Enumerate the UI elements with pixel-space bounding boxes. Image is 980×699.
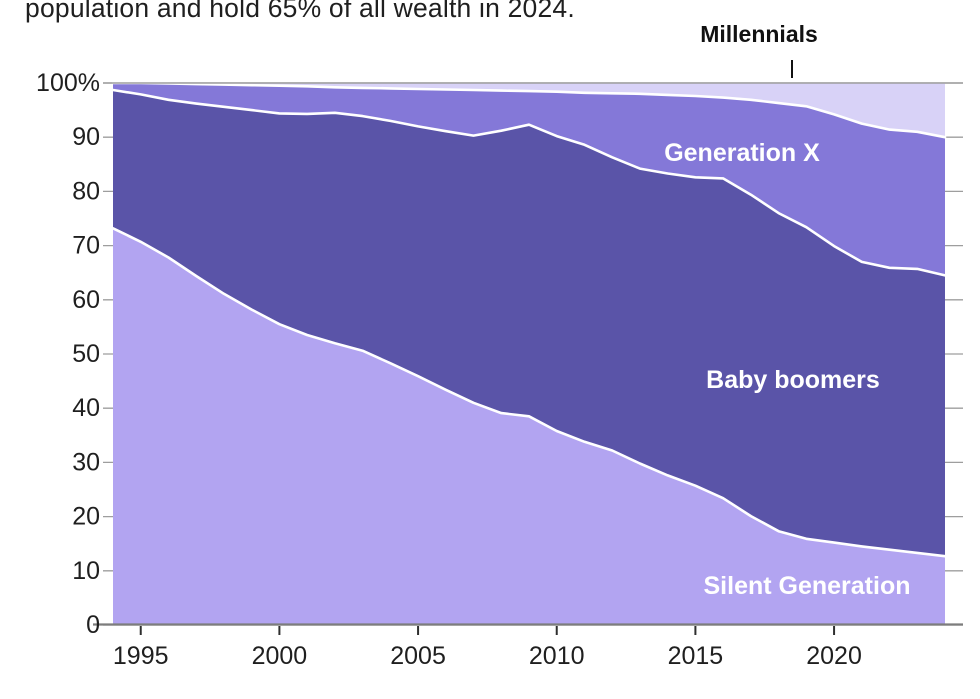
y-axis-label: 60 xyxy=(72,286,100,314)
area-millennials xyxy=(113,83,945,138)
area-label-baby-boomers: Baby boomers xyxy=(706,366,880,394)
area-label-silent-generation: Silent Generation xyxy=(704,572,911,600)
x-axis-label: 2005 xyxy=(390,642,446,670)
area-baby-boomers xyxy=(113,90,945,557)
x-axis-label: 2020 xyxy=(806,642,862,670)
y-axis-label: 80 xyxy=(72,177,100,205)
y-axis-label: 50 xyxy=(72,340,100,368)
area-label-millennials: Millennials xyxy=(700,21,818,47)
area-label-generation-x: Generation X xyxy=(664,139,820,167)
y-axis-label: 30 xyxy=(72,448,100,476)
area-silent-generation xyxy=(113,228,945,626)
x-axis-label: 2015 xyxy=(668,642,724,670)
boundary-line-silent-generation-top xyxy=(111,227,947,558)
y-axis-label: 10 xyxy=(72,557,100,585)
y-axis-label: 20 xyxy=(72,503,100,531)
y-axis-label: 90 xyxy=(72,123,100,151)
boundary-line-generation-x-top xyxy=(111,81,947,139)
y-axis-label: 0 xyxy=(86,611,100,639)
y-axis-label: 100% xyxy=(36,69,100,97)
area-generation-x xyxy=(113,83,945,276)
x-axis-label: 2010 xyxy=(529,642,585,670)
y-axis-label: 40 xyxy=(72,394,100,422)
y-axis-label: 70 xyxy=(72,232,100,260)
x-axis-label: 2000 xyxy=(252,642,308,670)
boundary-line-baby-boomers-top xyxy=(111,88,947,277)
x-axis-label: 1995 xyxy=(113,642,169,670)
intro-text-clipped: population and hold 65% of all wealth in… xyxy=(25,0,575,23)
